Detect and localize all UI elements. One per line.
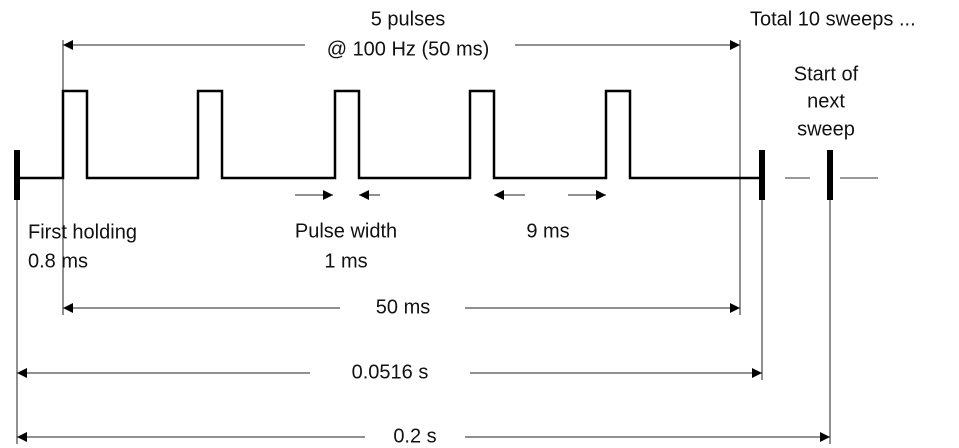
- pulse-width-value: 1 ms: [324, 250, 367, 272]
- pulse-width-label: Pulse width: [295, 220, 397, 242]
- sweep-span-label: 0.0516 s: [352, 361, 429, 383]
- first-holding-label: First holding: [28, 221, 137, 243]
- interval-label: 9 ms: [526, 220, 569, 242]
- rate-label: @ 100 Hz (50 ms): [327, 38, 490, 60]
- next-sweep-label: next: [807, 90, 845, 112]
- period-span-label: 0.2 s: [393, 425, 436, 447]
- pulses-label: 5 pulses: [371, 8, 446, 30]
- first-holding-value: 0.8 ms: [28, 250, 88, 272]
- arrows: [17, 40, 830, 442]
- train-span-label: 50 ms: [376, 296, 430, 318]
- pulse-train: [17, 89, 762, 180]
- total-label: Total 10 sweeps ...: [750, 8, 916, 30]
- next-sweep-label: Start of: [794, 63, 859, 85]
- guides: [16, 40, 831, 444]
- next-sweep-label: sweep: [797, 118, 855, 140]
